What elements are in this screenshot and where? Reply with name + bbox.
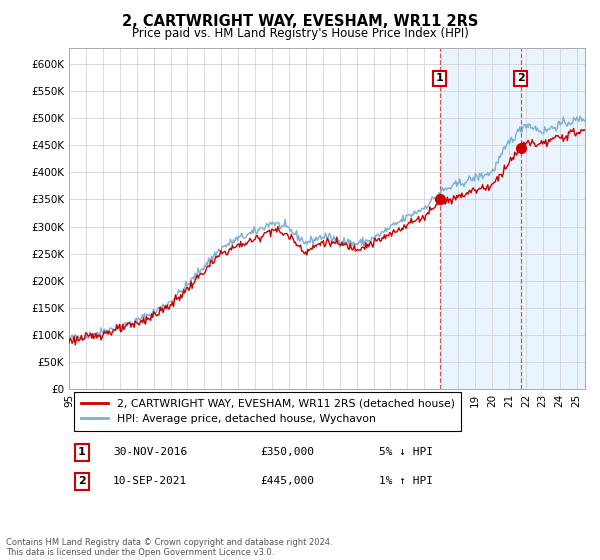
Legend: 2, CARTWRIGHT WAY, EVESHAM, WR11 2RS (detached house), HPI: Average price, detac: 2, CARTWRIGHT WAY, EVESHAM, WR11 2RS (de… <box>74 392 461 431</box>
Text: £350,000: £350,000 <box>260 447 314 458</box>
Text: 1% ↑ HPI: 1% ↑ HPI <box>379 477 433 487</box>
Text: 10-SEP-2021: 10-SEP-2021 <box>113 477 187 487</box>
Text: 1: 1 <box>78 447 86 458</box>
Text: 2: 2 <box>517 73 525 83</box>
Text: 30-NOV-2016: 30-NOV-2016 <box>113 447 187 458</box>
Bar <box>440 48 585 389</box>
Text: 1: 1 <box>436 73 443 83</box>
Text: 2: 2 <box>78 477 86 487</box>
Text: 2, CARTWRIGHT WAY, EVESHAM, WR11 2RS: 2, CARTWRIGHT WAY, EVESHAM, WR11 2RS <box>122 14 478 29</box>
Text: £445,000: £445,000 <box>260 477 314 487</box>
Text: Contains HM Land Registry data © Crown copyright and database right 2024.
This d: Contains HM Land Registry data © Crown c… <box>6 538 332 557</box>
Text: Price paid vs. HM Land Registry's House Price Index (HPI): Price paid vs. HM Land Registry's House … <box>131 27 469 40</box>
Text: 5% ↓ HPI: 5% ↓ HPI <box>379 447 433 458</box>
